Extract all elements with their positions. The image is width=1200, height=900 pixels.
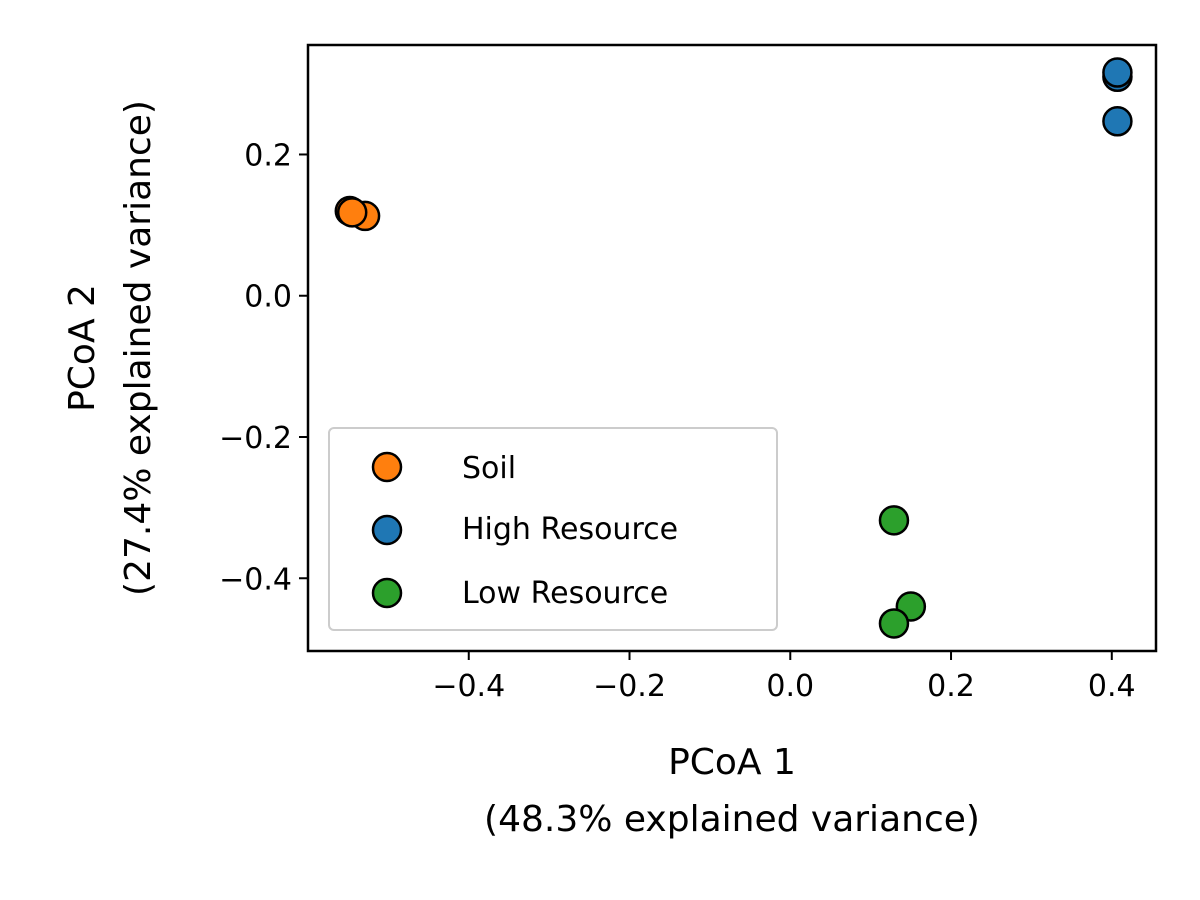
plot-area-frame (306, 43, 1158, 653)
y-tick-label: 0.2 (244, 138, 292, 173)
data-point-low-resource (878, 505, 910, 536)
x-axis-label-line-1: PCoA 1 (668, 742, 796, 783)
data-point-soil (336, 197, 368, 228)
data-point-low-resource (878, 608, 910, 639)
legend-label-high-resource: High Resource (462, 512, 678, 547)
axis-ticks: −0.4 −0.2 0.0 0.2 0.4 −0.4 −0.2 0.0 0.2 (219, 138, 1136, 704)
y-tick-label: −0.2 (219, 421, 292, 456)
x-tick-label: −0.2 (593, 669, 666, 704)
legend-marker-high-resource (371, 514, 403, 546)
y-tick-label: 0.0 (244, 280, 292, 315)
x-tick-label: 0.4 (1088, 669, 1136, 704)
x-axis-label-line-2: (48.3% explained variance) (484, 799, 980, 840)
legend: Soil High Resource Low Resource (328, 427, 778, 631)
y-axis-label-line-1: PCoA 2 (62, 284, 103, 412)
data-point-high-resource (1102, 106, 1133, 137)
legend-label-low-resource: Low Resource (462, 576, 668, 611)
legend-frame (328, 427, 778, 631)
x-tick-label: 0.0 (766, 669, 814, 704)
x-tick-label: 0.2 (927, 669, 975, 704)
data-points (334, 57, 1133, 639)
x-tick-label: −0.4 (432, 669, 505, 704)
legend-label-soil: Soil (462, 451, 516, 486)
y-tick-label: −0.4 (219, 562, 292, 597)
legend-marker-low-resource (371, 577, 403, 609)
y-axis-label-line-2: (27.4% explained variance) (118, 100, 159, 596)
legend-marker-soil (371, 451, 403, 483)
data-point-high-resource (1102, 57, 1133, 88)
